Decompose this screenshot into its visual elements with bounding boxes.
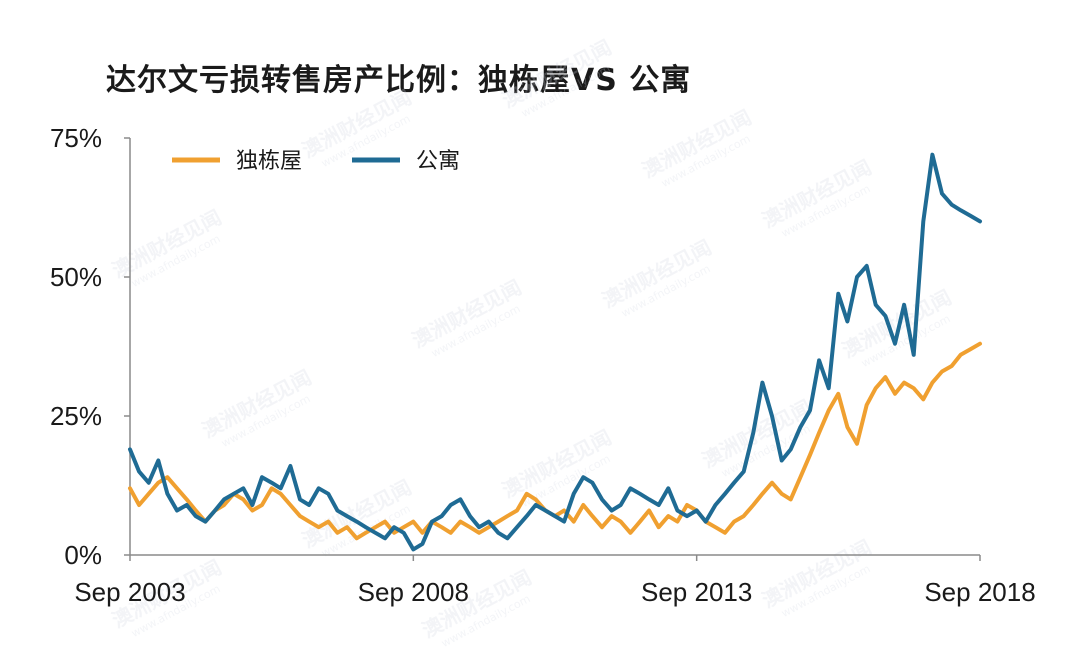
legend-label-2: 公寓 xyxy=(416,149,460,174)
series-line-2 xyxy=(128,152,982,552)
y-tick-label: 25% xyxy=(50,401,102,431)
x-tick-label: Sep 2018 xyxy=(924,577,1035,607)
series-layer xyxy=(128,152,982,552)
chart-title: 达尔文亏损转售房产比例：独栋屋VS 公寓 xyxy=(106,63,692,98)
y-tick-label: 0% xyxy=(64,540,102,570)
x-tick-label: Sep 2003 xyxy=(74,577,185,607)
axes: 0% 25% 50% 75% Sep 2003 Sep 2008 Sep 2013 Sep 2… xyxy=(50,123,1036,607)
y-tick-label: 50% xyxy=(50,262,102,292)
legend: 独栋屋 公寓 xyxy=(172,149,460,174)
y-tick-label: 75% xyxy=(50,123,102,153)
x-tick-label: Sep 2013 xyxy=(641,577,752,607)
x-tick-label: Sep 2008 xyxy=(358,577,469,607)
series-line-1 xyxy=(128,341,982,541)
legend-label-1: 独栋屋 xyxy=(236,149,302,174)
